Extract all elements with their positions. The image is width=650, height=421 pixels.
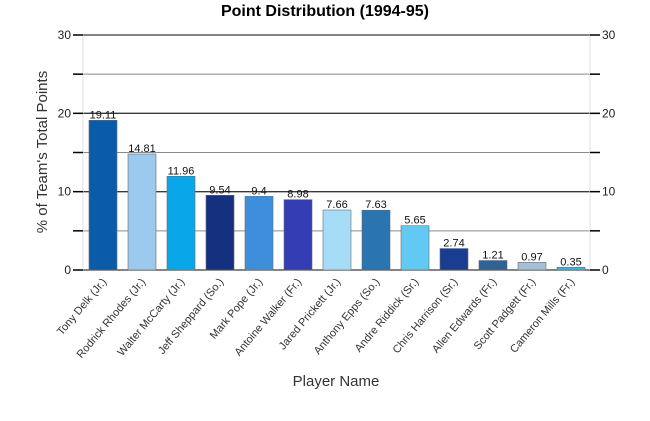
data-label: 19.11 (90, 109, 117, 121)
bar (361, 209, 391, 271)
y-tick-label-right: 30 (602, 28, 616, 42)
y-axis-label: % of Team's Total Points (34, 71, 51, 233)
data-label: 7.66 (326, 199, 347, 211)
bar (517, 262, 547, 271)
bar (283, 199, 313, 271)
y-tick-label-right: 0 (602, 263, 609, 277)
data-labels: 19.11 14.81 11.96 9.54 9.4 8.98 7.66 7.63 5.65 2.… (90, 109, 582, 268)
data-label: 0.97 (521, 251, 542, 263)
x-tick-label: Walter McCarty (Jr.) (116, 276, 188, 358)
data-label: 2.74 (443, 238, 464, 250)
data-label: 9.4 (251, 185, 266, 197)
y-tick-label-left: 10 (58, 185, 72, 199)
data-label: 14.81 (128, 143, 156, 155)
data-label: 0.35 (560, 256, 581, 268)
chart-title: Point Distribution (1994-95) (221, 3, 429, 20)
y-tick-label-left: 0 (64, 263, 71, 277)
bar (439, 248, 469, 271)
data-label: 9.54 (209, 184, 230, 196)
y-tick-label-left: 20 (58, 106, 72, 120)
x-tick-label: Antoine Walker (Fr.) (232, 276, 304, 358)
data-label: 8.98 (287, 189, 308, 201)
bar (166, 176, 196, 271)
y-tick-label-right: 20 (602, 106, 616, 120)
bar (127, 153, 157, 271)
data-label: 7.63 (365, 199, 386, 211)
bar (322, 209, 352, 271)
data-label: 1.21 (482, 250, 503, 262)
bar (478, 260, 508, 271)
x-tick-label: Jeff Sheppard (So.) (156, 276, 226, 357)
axes: 0 0 10 10 20 20 30 30 (58, 28, 616, 277)
y-tick-label-left: 30 (58, 28, 72, 42)
bars (88, 120, 586, 271)
bar (244, 196, 274, 271)
bar (556, 266, 586, 271)
bar (205, 194, 235, 271)
bar (400, 225, 430, 271)
x-tick-label: Rodrick Rhodes (Jr.) (75, 276, 149, 361)
data-label: 5.65 (404, 215, 425, 227)
x-axis-label: Player Name (293, 373, 380, 390)
y-tick-label-right: 10 (602, 185, 616, 199)
bar (88, 120, 118, 271)
x-tick-label: Anthony Epps (So.) (312, 276, 383, 357)
data-label: 11.96 (168, 165, 195, 177)
x-tick-labels: Tony Delk (Jr.)Rodrick Rhodes (Jr.)Walte… (55, 276, 577, 361)
